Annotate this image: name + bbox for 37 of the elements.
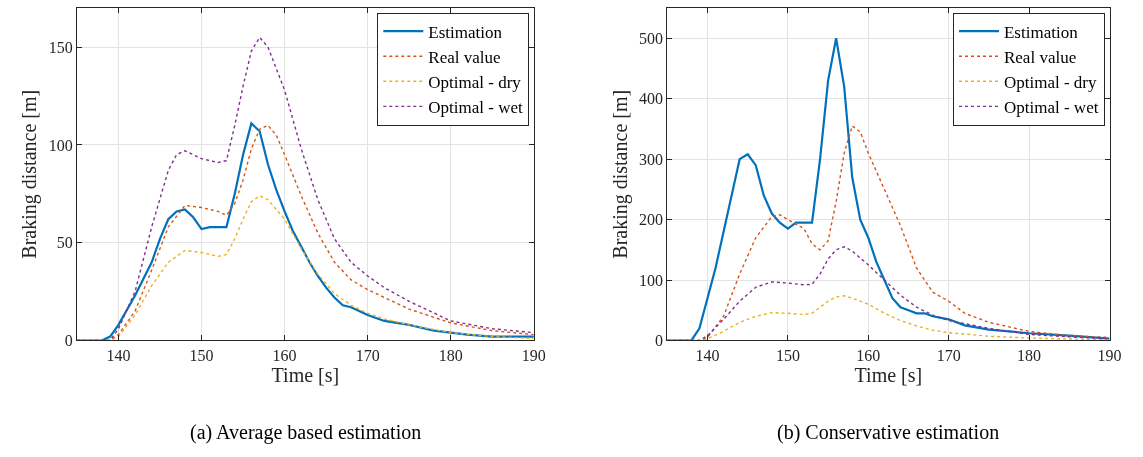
x-tick-label: 160 [856,346,881,364]
text: (b) Conservative estimation [777,421,1000,444]
y-tick-label: 150 [48,38,73,56]
legend-label: Optimal - dry [1003,72,1098,92]
y-axis-title: Braking distance [m] [18,89,42,259]
legend-label: Estimation [428,22,503,42]
x-tick-label: 180 [1017,346,1042,364]
legend-label: Optimal - wet [428,98,524,118]
x-tick-label: 190 [521,346,546,364]
x-tick-label: 180 [438,346,463,364]
x-tick-label: 170 [936,346,961,364]
legend-label: Real value [428,47,501,67]
y-tick-label: 200 [639,211,664,229]
x-tick-label: 160 [272,346,297,364]
x-tick-label: 150 [775,346,800,364]
y-tick-label: 50 [56,234,73,252]
y-tick-label: 100 [48,136,73,154]
legend-label: Estimation [1003,22,1079,42]
y-tick-label: 0 [64,332,73,350]
x-axis-title: Time [s] [854,363,923,386]
legend-label: Real value [1003,47,1077,67]
x-tick-label: 150 [189,346,214,364]
x-axis-title: Time [s] [271,363,340,386]
y-tick-label: 500 [639,29,664,47]
y-tick-label: 100 [639,271,664,289]
legend-label: Optimal - dry [428,72,522,92]
y-tick-label: 400 [639,90,664,108]
y-axis-title: Braking distance [m] [608,89,632,259]
x-tick-label: 190 [1097,346,1122,364]
line-series [667,37,1110,341]
text: (a) Average based estimation [190,421,422,444]
x-tick-label: 140 [106,346,131,364]
legend-label: Optimal - wet [1003,98,1099,118]
y-tick-label: 0 [655,332,664,350]
x-tick-label: 170 [355,346,380,364]
y-tick-label: 300 [639,150,664,168]
x-tick-label: 140 [695,346,720,364]
